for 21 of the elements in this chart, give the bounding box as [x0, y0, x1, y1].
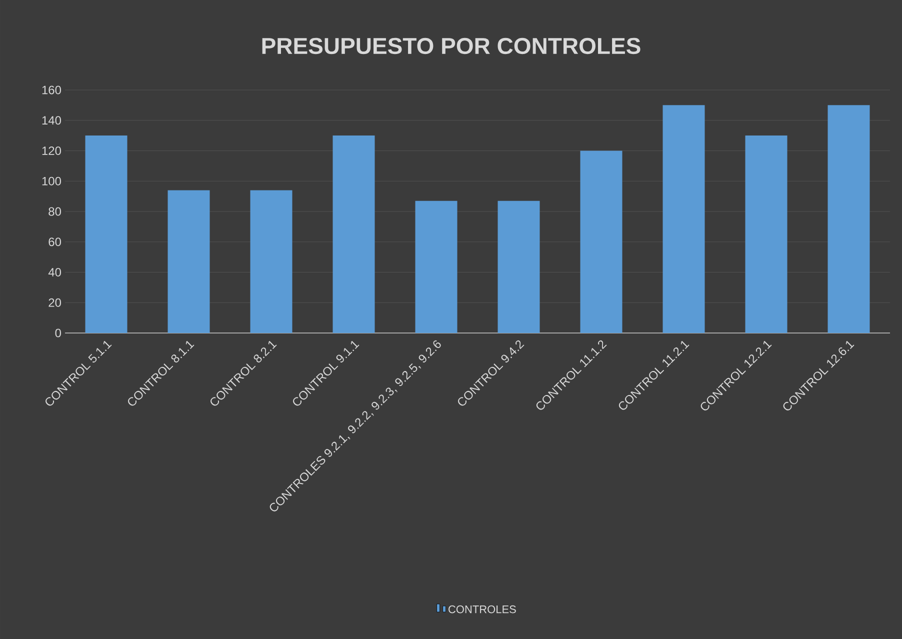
legend-label: CONTROLES [448, 605, 516, 614]
bar [745, 136, 788, 333]
bar [250, 190, 292, 333]
y-tick-label: 80 [48, 207, 62, 216]
bar [662, 105, 705, 333]
bar [85, 136, 128, 333]
y-tick-label: 60 [48, 238, 62, 246]
chart-title: PRESUPUESTO POR CONTROLES [262, 38, 640, 54]
bar [498, 200, 540, 333]
bar [332, 136, 375, 333]
y-tick-label: 120 [42, 146, 62, 155]
y-tick-label: 40 [48, 268, 62, 276]
y-tick-label: 100 [42, 176, 62, 186]
y-tick-label: 160 [42, 86, 62, 94]
y-tick-label: 20 [48, 298, 62, 307]
bar [580, 150, 622, 333]
y-tick-label: 0 [55, 328, 62, 338]
bar [828, 105, 870, 333]
bar [415, 200, 458, 333]
bar [168, 190, 210, 333]
y-tick-label: 140 [42, 116, 62, 125]
